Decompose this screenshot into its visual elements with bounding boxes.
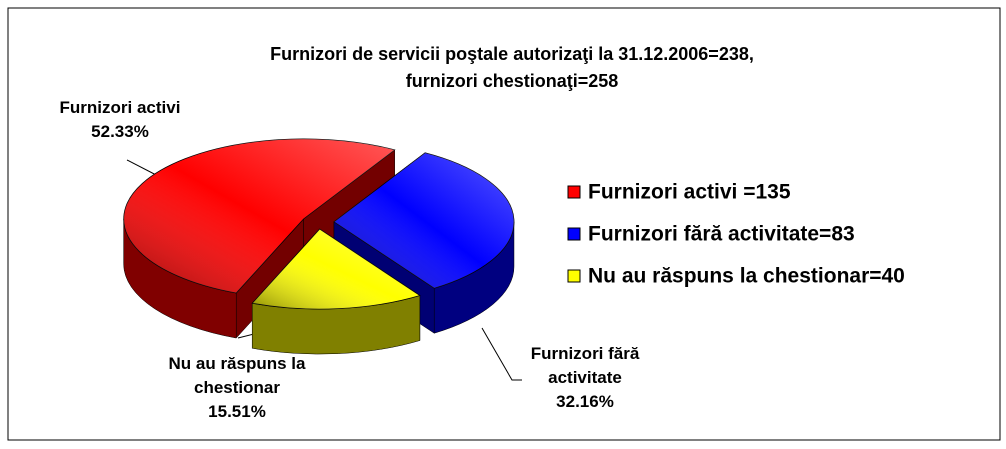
label-value: 15.51% bbox=[208, 402, 266, 421]
slice-shine bbox=[252, 229, 420, 310]
slice-shine bbox=[333, 152, 514, 289]
label-value: 32.16% bbox=[556, 392, 614, 411]
legend-label: Nu au răspuns la chestionar=40 bbox=[588, 265, 905, 288]
label-category: Furnizori activi bbox=[59, 98, 181, 117]
label-category: Furnizori fără activitate bbox=[530, 344, 640, 387]
slice-shine bbox=[123, 138, 395, 294]
legend-label: Furnizori activi =135 bbox=[588, 181, 791, 204]
chart-title: furnizori chestionaţi=258 bbox=[406, 71, 619, 91]
legend-swatch bbox=[567, 227, 581, 241]
label-value: 52.33% bbox=[91, 122, 149, 141]
legend-swatch bbox=[567, 185, 581, 199]
data-label: Nu au răspuns la chestionar 15.51% bbox=[162, 352, 312, 424]
label-category: Nu au răspuns la chestionar bbox=[168, 354, 306, 397]
legend-label: Furnizori fără activitate=83 bbox=[588, 223, 855, 246]
pie-slice bbox=[251, 228, 421, 355]
chart-title: Furnizori de servicii poştale autorizaţi… bbox=[270, 44, 754, 64]
data-label: Furnizori activi 52.33% bbox=[45, 96, 195, 144]
legend-swatch bbox=[567, 269, 581, 283]
data-label: Furnizori fără activitate 32.16% bbox=[520, 342, 650, 414]
leader-line bbox=[481, 327, 522, 381]
